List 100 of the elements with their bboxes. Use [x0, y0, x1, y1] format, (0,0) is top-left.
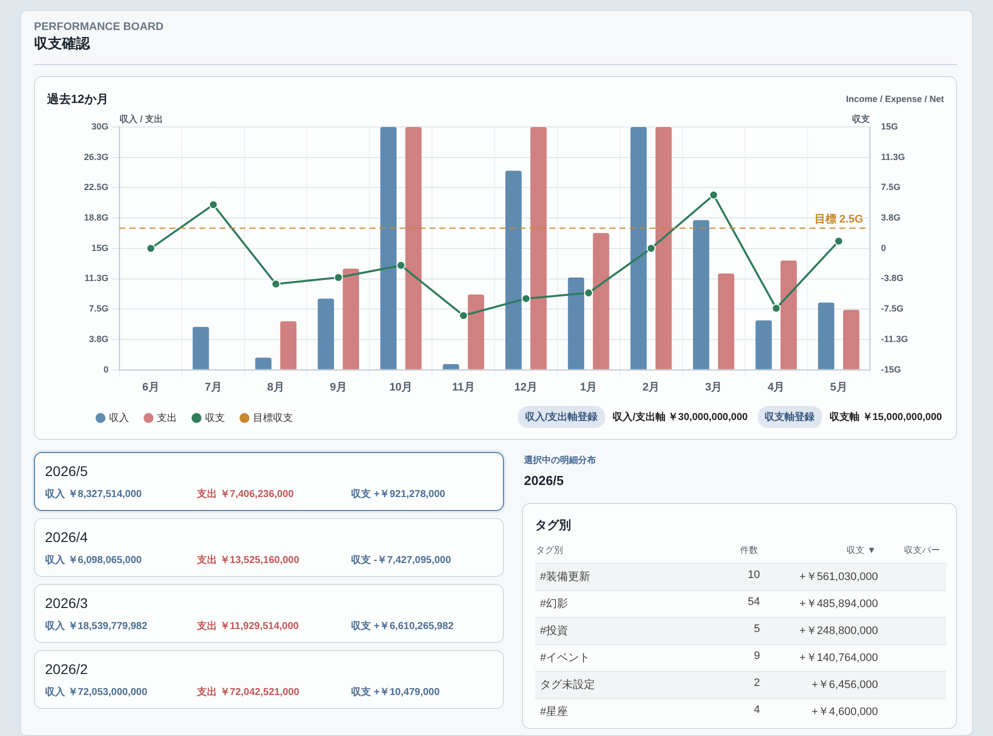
bar: [380, 127, 397, 370]
x-tick-label: 3月: [705, 381, 722, 394]
chart-title: 過去12か月: [47, 91, 108, 108]
text: 収支バー: [904, 544, 940, 557]
bar: [630, 127, 647, 370]
y2-tick-label: -3.8G: [880, 273, 904, 284]
point: [834, 236, 844, 246]
text: 2026/5: [524, 473, 564, 488]
legend-label: 支出: [157, 412, 177, 424]
x-tick-label: 1月: [580, 381, 598, 394]
text: 54: [748, 596, 760, 608]
y2-tick-label: 3.8G: [880, 212, 900, 223]
y2-tick-label: 0: [880, 242, 886, 253]
bar: [843, 310, 860, 370]
text: 収入 ￥6,098,065,000: [45, 554, 142, 567]
text: 支出 ￥11,929,514,000: [197, 620, 299, 633]
bar: [442, 364, 460, 370]
y2-tick-label: -11.3G: [880, 334, 908, 344]
bar: [780, 260, 797, 370]
bar: [280, 321, 296, 370]
text: #装備更新: [540, 570, 590, 584]
y2-tick-label: 7.5G: [880, 182, 900, 192]
bar: [568, 278, 584, 370]
bar: [505, 170, 522, 370]
bar: [693, 220, 710, 370]
x-tick-label: 2月: [642, 381, 660, 394]
text: 収支 +￥921,278,000: [351, 488, 446, 501]
y-tick-label: 7.5G: [89, 304, 109, 314]
text: +￥485,894,000: [799, 597, 878, 611]
bar: [342, 268, 360, 370]
point: [584, 288, 594, 298]
x-tick-label: 6月: [142, 381, 160, 394]
text: 収入 ￥18,539,779,982: [45, 620, 148, 633]
text: 収支 ▼: [846, 544, 876, 557]
text: #幻影: [540, 597, 568, 611]
text: #投資: [540, 624, 568, 638]
x-tick-label: 4月: [768, 381, 785, 394]
text: タグ未設定: [540, 678, 595, 692]
text: PERFORMANCE BOARD: [34, 21, 164, 33]
text: +￥140,764,000: [799, 651, 878, 665]
x-tick-label: 12月: [514, 381, 538, 394]
legend-label: 収入: [109, 412, 129, 424]
y-tick-label: 30G: [92, 121, 109, 132]
text: +￥248,800,000: [799, 624, 878, 638]
text: +￥6,456,000: [812, 678, 878, 692]
text: 支出 ￥7,406,236,000: [197, 488, 294, 501]
y-tick-label: 18.8G: [84, 212, 109, 223]
y-axis-title: 収入 / 支出: [120, 114, 164, 124]
bar: [655, 127, 672, 370]
bar: [468, 294, 484, 370]
y2-tick-label: 11.3G: [880, 152, 906, 162]
text: 4: [754, 704, 760, 716]
legend-label: 目標収支: [253, 412, 293, 424]
text: 支出 ￥72,042,521,000: [197, 686, 300, 699]
y-tick-label: 3.8G: [89, 334, 109, 344]
bar: [405, 127, 422, 370]
point: [522, 294, 531, 304]
bar: [592, 233, 610, 370]
text: タグ別: [536, 544, 563, 557]
text: 件数: [740, 544, 758, 557]
text: 10: [748, 569, 760, 581]
text: 収支軸 ￥15,000,000,000: [830, 410, 942, 424]
point: [458, 311, 468, 320]
text: 収支 -￥7,427,095,000: [351, 554, 452, 567]
text: 収支 +￥10,479,000: [351, 686, 440, 699]
bar: [318, 298, 334, 370]
x-tick-label: 5月: [830, 381, 848, 394]
bar: [756, 320, 772, 370]
text: 2026/4: [45, 529, 88, 545]
x-tick-label: 9月: [330, 381, 347, 394]
point: [396, 260, 406, 270]
y-tick-label: 26.3G: [84, 152, 109, 162]
text: 2: [754, 677, 760, 689]
text: 収支確認: [34, 35, 90, 53]
text: 収支 +￥6,610,265,982: [351, 620, 454, 633]
point: [146, 244, 156, 253]
text: 9: [754, 650, 760, 662]
y2-axis-title: 収支: [852, 114, 870, 124]
annotation: 目標 2.5G: [814, 212, 864, 226]
text: 2026/5: [45, 463, 88, 479]
point: [772, 304, 781, 313]
text: #イベント: [540, 651, 590, 665]
y2-tick-label: 15G: [880, 121, 898, 132]
bar: [530, 127, 547, 370]
x-tick-label: 7月: [204, 381, 222, 394]
y-tick-label: 0: [104, 364, 109, 374]
text: 収入 ￥8,327,514,000: [45, 488, 142, 501]
text: 2026/3: [45, 595, 88, 611]
text: #星座: [540, 704, 568, 719]
x-tick-label: 10月: [389, 381, 413, 394]
y2-tick-label: -15G: [880, 364, 901, 374]
bar: [192, 326, 209, 370]
y2-tick-label: -7.5G: [880, 304, 904, 314]
text: 支出 ￥13,525,160,000: [197, 554, 300, 567]
text: 5: [754, 623, 760, 635]
y-tick-label: 11.3G: [84, 273, 109, 284]
point: [208, 200, 218, 210]
text: 収入/支出軸登録: [518, 406, 605, 428]
text: +￥4,600,000: [812, 705, 878, 719]
x-tick-label: 8月: [267, 381, 284, 394]
